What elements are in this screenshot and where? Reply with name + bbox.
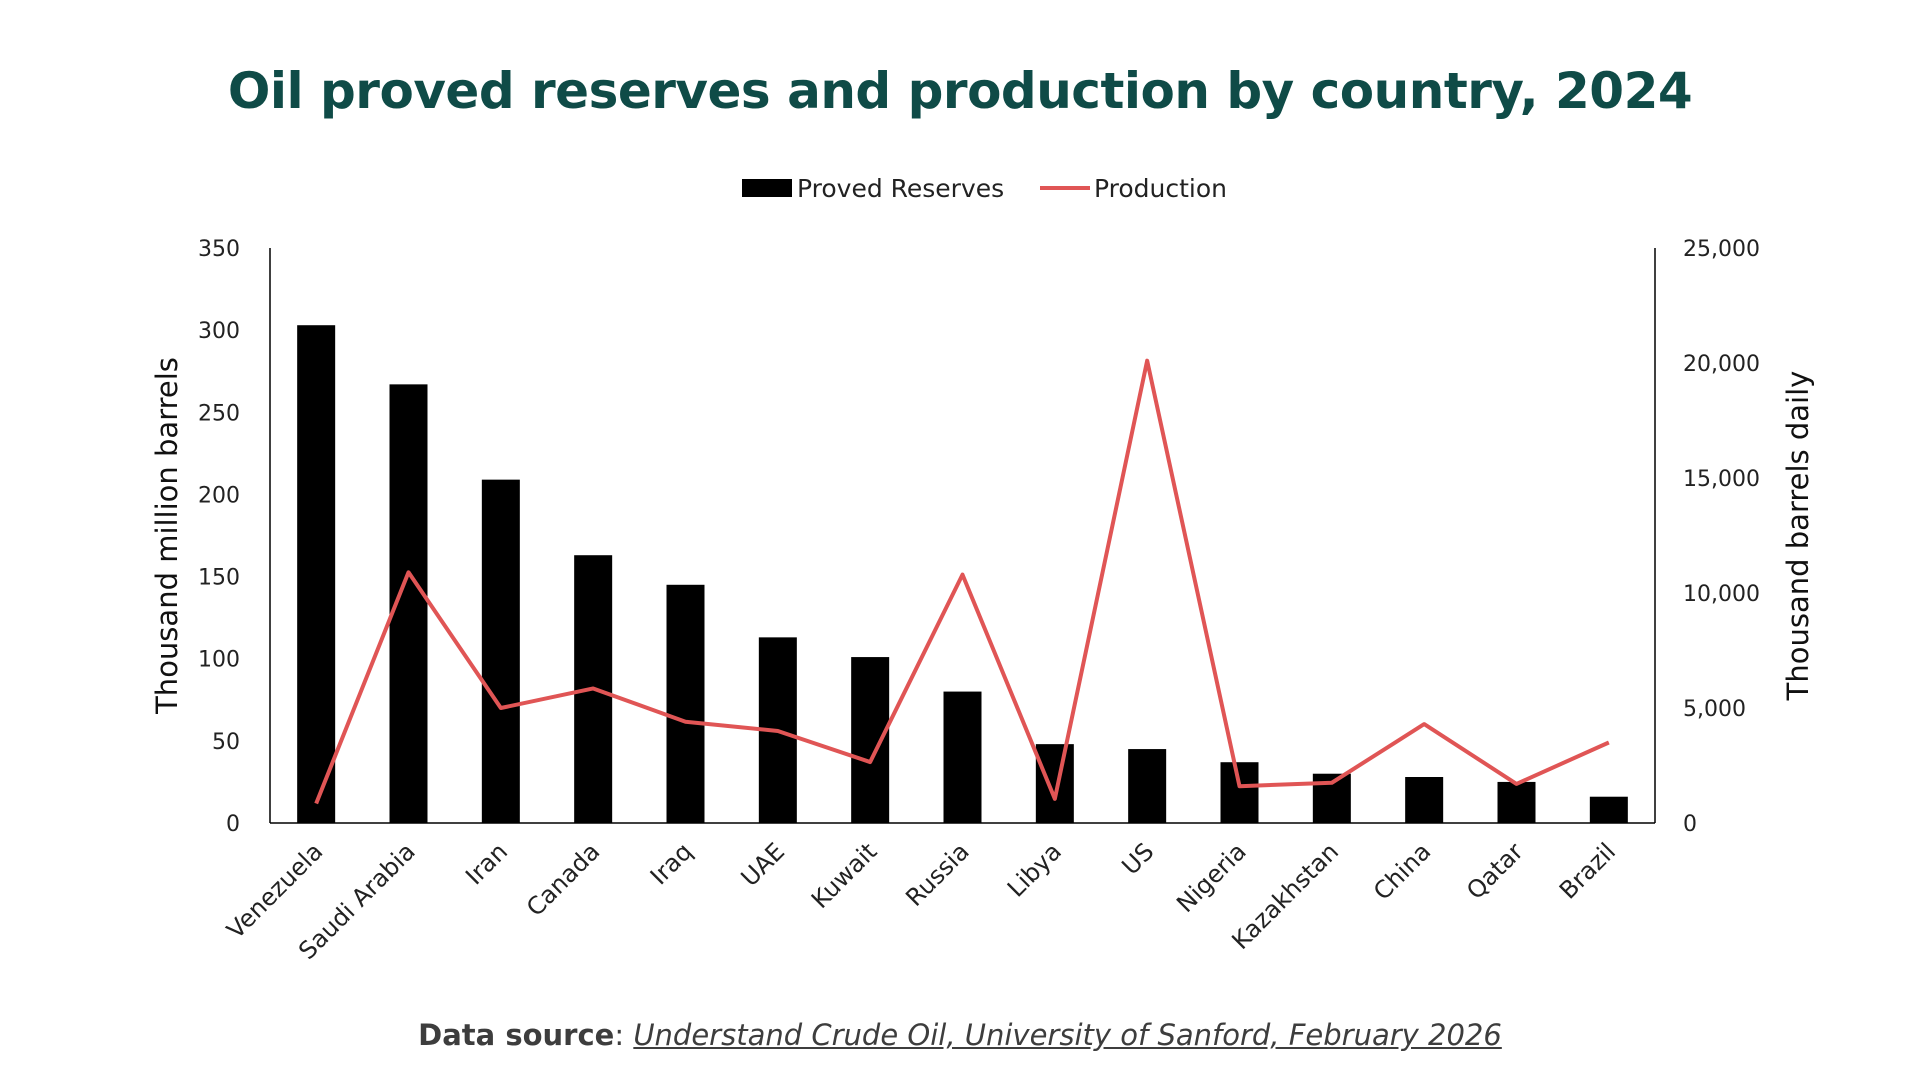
bar-proved-reserves [1589, 796, 1628, 823]
y-left-tick-label: 0 [226, 812, 240, 837]
data-source: Data source: Understand Crude Oil, Unive… [0, 1018, 1920, 1052]
chart-title: Oil proved reserves and production by co… [227, 62, 1693, 120]
source-link[interactable]: Understand Crude Oil, University of Sanf… [633, 1018, 1502, 1052]
y-right-axis-title: Thousand barrels daily [1781, 371, 1815, 702]
y-left-tick-label: 50 [212, 730, 240, 755]
bar-proved-reserves [851, 657, 890, 823]
x-tick-label: Iran [460, 837, 513, 890]
y-right-tick-label: 15,000 [1683, 467, 1760, 492]
y-left-tick-label: 250 [198, 401, 240, 426]
bar-proved-reserves [1035, 744, 1074, 823]
bar-proved-reserves [943, 691, 982, 823]
bar-proved-reserves [297, 325, 336, 823]
legend-label-reserves: Proved Reserves [797, 174, 1004, 203]
y-right-tick-label: 0 [1683, 812, 1697, 837]
y-right-tick-label: 5,000 [1683, 697, 1746, 722]
source-separator: : [614, 1018, 634, 1052]
x-tick-label: Nigeria [1171, 837, 1252, 918]
line-series [314, 358, 1610, 805]
bar-series [297, 325, 1628, 823]
bar-proved-reserves [666, 584, 705, 823]
bar-proved-reserves [481, 479, 520, 823]
legend: Proved Reserves Production [742, 174, 1227, 203]
y-right-tick-label: 25,000 [1683, 237, 1760, 262]
x-tick-label: Kuwait [806, 837, 882, 913]
y-left-tick-label: 350 [198, 237, 240, 262]
bar-proved-reserves [1497, 781, 1536, 823]
x-tick-label: Brazil [1554, 837, 1621, 904]
y-left-tick-label: 100 [198, 648, 240, 673]
bar-proved-reserves [1128, 749, 1167, 823]
x-tick-label: China [1368, 837, 1436, 905]
bar-proved-reserves [1220, 762, 1259, 823]
y-right-tick-label: 20,000 [1683, 352, 1760, 377]
bar-proved-reserves [1405, 777, 1444, 823]
x-tick-label: Russia [900, 837, 974, 911]
legend-label-production: Production [1094, 174, 1227, 203]
source-label: Data source [418, 1018, 615, 1052]
y-right-tick-label: 10,000 [1683, 582, 1760, 607]
y-left-axis-title: Thousand million barrels [150, 357, 184, 715]
legend-swatch-reserves [742, 179, 792, 197]
y-left-tick-label: 150 [198, 566, 240, 591]
y-left-tick-label: 200 [198, 483, 240, 508]
x-tick-label: Qatar [1461, 837, 1529, 905]
x-tick-label: US [1116, 837, 1159, 880]
x-tick-label: Canada [521, 837, 605, 921]
x-tick-label: Iraq [645, 837, 698, 890]
y-left-tick-label: 300 [198, 319, 240, 344]
x-tick-label: Libya [1002, 837, 1067, 902]
x-tick-label: UAE [736, 837, 791, 892]
